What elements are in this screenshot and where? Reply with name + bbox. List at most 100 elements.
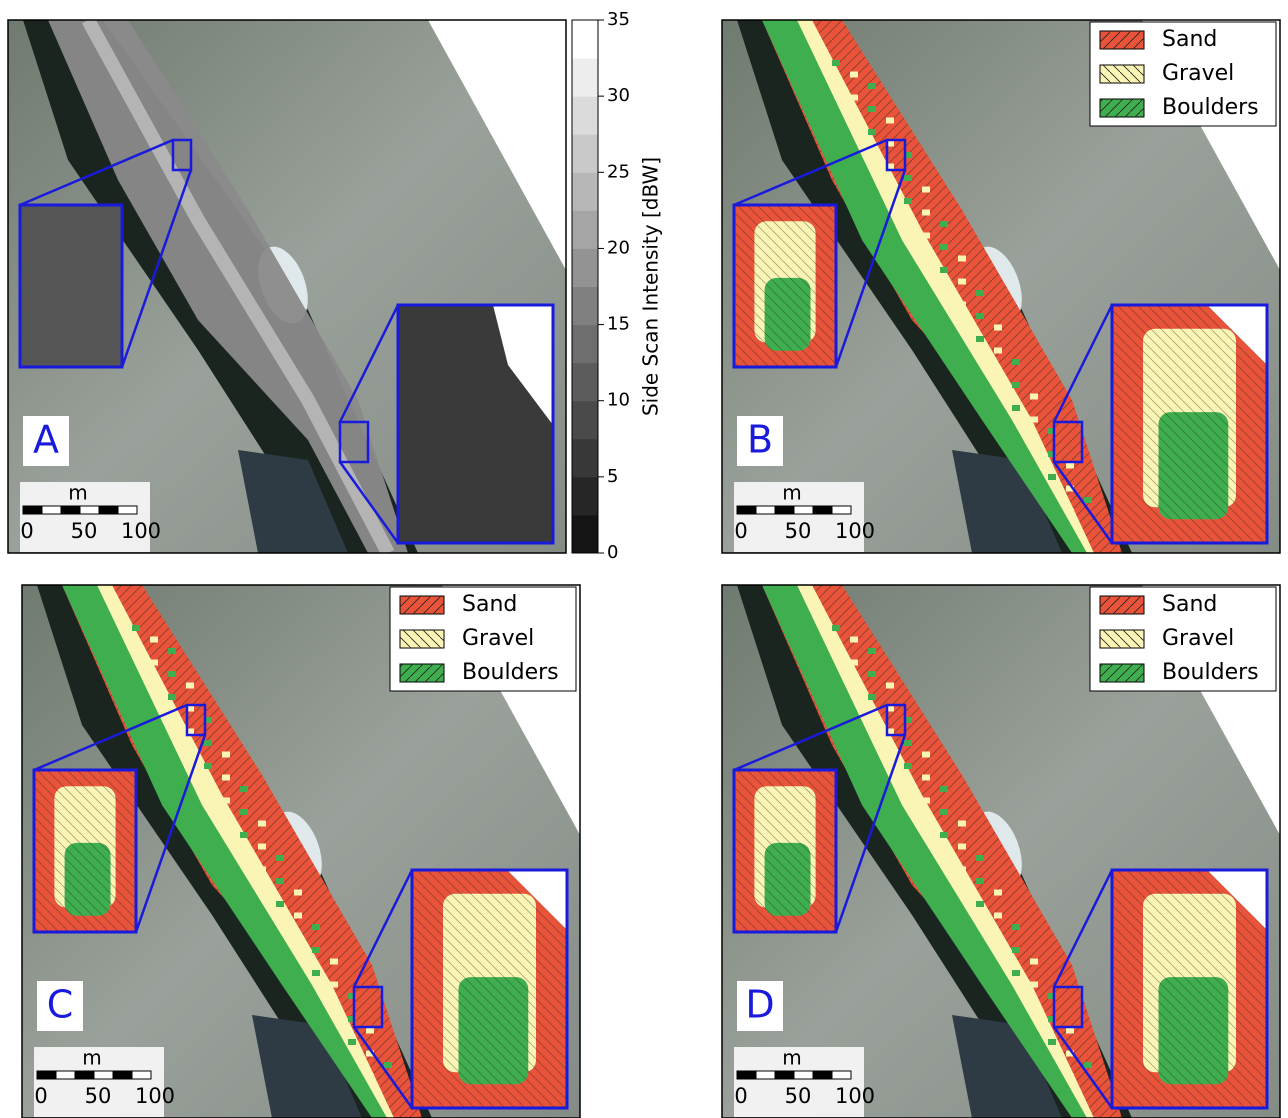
figure: Am050100Bm050100SandGravelBouldersCm0501… <box>0 0 1288 1118</box>
scale-segment <box>832 1071 851 1079</box>
patch <box>976 290 984 296</box>
patch <box>850 95 858 101</box>
patch <box>1084 1062 1092 1068</box>
legend-label: Boulders <box>462 660 559 685</box>
colorbar-tick-label: 10 <box>607 390 630 411</box>
map-body <box>8 20 566 553</box>
patch <box>868 648 876 654</box>
colorbar-step <box>572 20 598 59</box>
patch <box>294 890 302 896</box>
patch <box>330 959 338 965</box>
scale-label: 50 <box>785 519 812 543</box>
legend-hatch <box>400 630 444 648</box>
patch <box>976 901 984 907</box>
scale-label: 0 <box>20 519 33 543</box>
patch <box>868 106 876 112</box>
scale-segment <box>113 1071 132 1079</box>
patch <box>276 878 284 884</box>
scale-segment <box>775 1071 794 1079</box>
inset-hatch <box>734 205 836 367</box>
legend-label: Gravel <box>1162 626 1234 651</box>
panel-letter: B <box>747 418 773 462</box>
map-panel: Am050100 <box>8 20 566 553</box>
scale-segment <box>813 506 832 514</box>
patch <box>940 832 948 838</box>
colorbar-label: Side Scan Intensity [dBW] <box>639 157 663 416</box>
scale-label: 50 <box>71 519 98 543</box>
patch <box>976 878 984 884</box>
patch <box>922 233 930 239</box>
patch <box>240 786 248 792</box>
patch <box>204 763 212 769</box>
patch <box>1012 405 1020 411</box>
patch <box>1030 417 1038 423</box>
patch <box>1012 970 1020 976</box>
scale-segment <box>99 506 118 514</box>
legend-hatch <box>1100 65 1144 83</box>
patch <box>186 683 194 689</box>
patch <box>366 1074 374 1080</box>
colorbar-step <box>572 96 598 135</box>
patch <box>922 210 930 216</box>
scale-segment <box>118 506 137 514</box>
patch <box>276 901 284 907</box>
patch <box>132 625 140 631</box>
scale-segment <box>80 506 99 514</box>
patch <box>994 936 1002 942</box>
colorbar-tick-label: 20 <box>607 237 630 258</box>
legend-label: Sand <box>1162 27 1217 52</box>
panel-letter: A <box>33 418 59 462</box>
patch <box>1066 509 1074 515</box>
panel-letter: D <box>745 983 774 1027</box>
legend-label: Boulders <box>1162 95 1259 120</box>
legend-label: Sand <box>462 592 517 617</box>
scale-segment <box>56 1071 75 1079</box>
patch <box>976 336 984 342</box>
colorbar-tick-label: 35 <box>607 9 630 30</box>
legend-hatch <box>1100 596 1144 614</box>
scale-label: 0 <box>734 1084 747 1108</box>
patch <box>868 83 876 89</box>
colorbar-step <box>572 58 598 97</box>
patch <box>922 775 930 781</box>
map-panel: Bm050100SandGravelBoulders <box>722 20 1280 553</box>
patch <box>958 279 966 285</box>
patch <box>294 936 302 942</box>
patch <box>940 267 948 273</box>
patch <box>312 924 320 930</box>
patch <box>366 1028 374 1034</box>
patch <box>850 637 858 643</box>
patch <box>904 198 912 204</box>
patch <box>330 1005 338 1011</box>
scale-label: 100 <box>835 1084 875 1108</box>
legend-hatch <box>400 664 444 682</box>
scale-segment <box>737 1071 756 1079</box>
legend-label: Gravel <box>462 626 534 651</box>
patch <box>1012 947 1020 953</box>
patch <box>312 947 320 953</box>
patch <box>940 786 948 792</box>
inset-hatch <box>734 770 836 932</box>
scale-unit: m <box>68 481 87 505</box>
scale-segment <box>775 506 794 514</box>
patch <box>1030 959 1038 965</box>
scale-segment <box>42 506 61 514</box>
patch <box>168 648 176 654</box>
patch <box>1048 1039 1056 1045</box>
panel-letter: C <box>47 983 74 1027</box>
patch <box>1030 394 1038 400</box>
scale-segment <box>794 1071 813 1079</box>
patch <box>994 325 1002 331</box>
patch <box>204 740 212 746</box>
page: {"panels": [ {"label": "A", "type": "int… <box>0 0 1288 1118</box>
colorbar-step <box>572 210 598 249</box>
patch <box>994 348 1002 354</box>
patch <box>222 752 230 758</box>
patch <box>168 671 176 677</box>
patch <box>1012 359 1020 365</box>
colorbar-step <box>572 134 598 173</box>
patch <box>922 798 930 804</box>
patch <box>832 625 840 631</box>
